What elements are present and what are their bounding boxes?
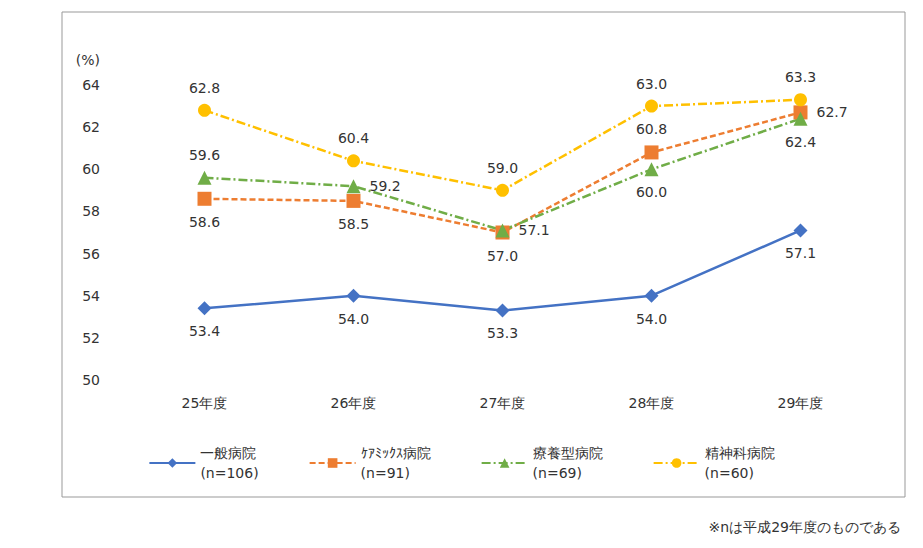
svg-text:27年度: 27年度 bbox=[480, 395, 526, 411]
svg-text:60.8: 60.8 bbox=[636, 121, 667, 137]
svg-text:療養型病院: 療養型病院 bbox=[533, 445, 603, 461]
svg-text:59.6: 59.6 bbox=[189, 147, 220, 163]
svg-text:60.4: 60.4 bbox=[338, 130, 369, 146]
svg-text:62: 62 bbox=[82, 119, 100, 135]
svg-text:28年度: 28年度 bbox=[629, 395, 675, 411]
svg-text:(n=69): (n=69) bbox=[533, 465, 582, 481]
svg-text:58.6: 58.6 bbox=[189, 214, 220, 230]
svg-text:63.0: 63.0 bbox=[636, 76, 667, 92]
svg-text:53.4: 53.4 bbox=[189, 323, 220, 339]
svg-text:50: 50 bbox=[82, 372, 100, 388]
svg-text:(n=91): (n=91) bbox=[361, 465, 410, 481]
svg-text:64: 64 bbox=[82, 77, 100, 93]
svg-text:(n=60): (n=60) bbox=[705, 465, 754, 481]
svg-text:29年度: 29年度 bbox=[778, 395, 824, 411]
svg-text:ｹｱﾐｯｸｽ病院: ｹｱﾐｯｸｽ病院 bbox=[361, 445, 431, 461]
svg-text:52: 52 bbox=[82, 330, 100, 346]
svg-text:60.0: 60.0 bbox=[636, 184, 667, 200]
svg-text:58.5: 58.5 bbox=[338, 216, 369, 232]
svg-text:25年度: 25年度 bbox=[182, 395, 228, 411]
svg-text:※nは平成29年度のものである: ※nは平成29年度のものである bbox=[709, 519, 901, 535]
svg-text:53.3: 53.3 bbox=[487, 325, 518, 341]
svg-text:62.7: 62.7 bbox=[817, 104, 848, 120]
svg-text:26年度: 26年度 bbox=[331, 395, 377, 411]
svg-text:62.4: 62.4 bbox=[785, 134, 816, 150]
svg-text:57.1: 57.1 bbox=[519, 222, 550, 238]
svg-text:57.0: 57.0 bbox=[487, 248, 518, 264]
svg-text:54.0: 54.0 bbox=[636, 311, 667, 327]
svg-text:(n=106): (n=106) bbox=[200, 465, 258, 481]
svg-text:54.0: 54.0 bbox=[338, 311, 369, 327]
svg-text:60: 60 bbox=[82, 161, 100, 177]
svg-text:54: 54 bbox=[82, 288, 100, 304]
svg-text:63.3: 63.3 bbox=[785, 69, 816, 85]
svg-text:62.8: 62.8 bbox=[189, 80, 220, 96]
svg-text:一般病院: 一般病院 bbox=[200, 445, 256, 461]
svg-text:(%): (%) bbox=[76, 52, 100, 68]
svg-text:59.0: 59.0 bbox=[487, 160, 518, 176]
svg-text:57.1: 57.1 bbox=[785, 245, 816, 261]
svg-text:精神科病院: 精神科病院 bbox=[705, 445, 775, 461]
svg-text:56: 56 bbox=[82, 246, 100, 262]
svg-text:58: 58 bbox=[82, 203, 100, 219]
svg-text:59.2: 59.2 bbox=[370, 178, 401, 194]
